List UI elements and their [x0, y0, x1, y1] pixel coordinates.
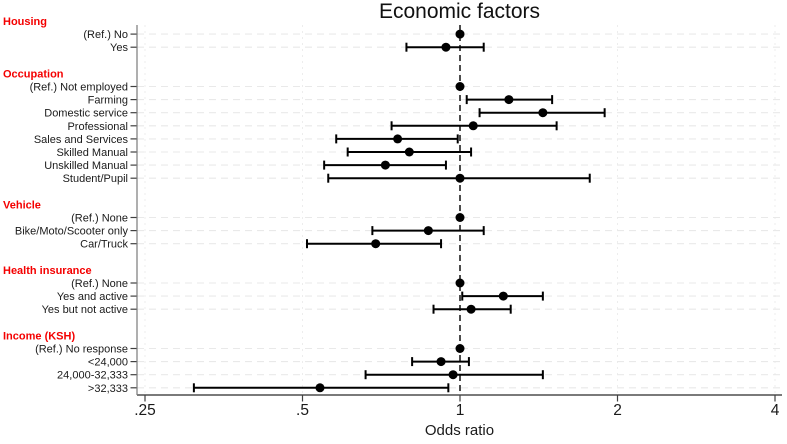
row-label: Domestic service [44, 108, 128, 120]
point-estimate [455, 213, 465, 222]
row-label: >32,333 [88, 383, 128, 395]
point-estimate [498, 291, 508, 301]
point-estimate [423, 226, 433, 236]
category-label: Vehicle [3, 199, 41, 211]
point-estimate [504, 95, 514, 105]
point-estimate [455, 278, 465, 288]
chart-title: Economic factors [378, 0, 541, 23]
x-tick-label: 2 [613, 402, 622, 419]
point-estimate [466, 304, 476, 314]
category-label: Housing [3, 16, 47, 28]
point-estimate [448, 370, 458, 380]
point-estimate [393, 134, 403, 144]
row-label: Bike/Moto/Scooter only [15, 226, 129, 238]
point-estimate [538, 108, 548, 118]
point-estimate [455, 173, 465, 183]
point-estimate [441, 42, 451, 52]
row-label: <24,000 [88, 357, 128, 369]
category-label: Income (KSH) [3, 330, 75, 342]
row-label: Yes but not active [42, 304, 128, 316]
row-label: Yes [110, 42, 128, 54]
row-label: (Ref.) No response [35, 344, 128, 356]
x-axis-title: Odds ratio [425, 422, 494, 439]
row-label: (Ref.) None [71, 278, 128, 290]
category-label: Health insurance [3, 265, 92, 277]
row-label: Unskilled Manual [44, 160, 128, 172]
row-label: (Ref.) Not employed [30, 82, 128, 94]
row-label: Student/Pupil [63, 173, 128, 185]
point-estimate [380, 160, 390, 170]
point-estimate [436, 357, 446, 367]
row-label: (Ref.) No [83, 29, 128, 41]
point-estimate [455, 29, 465, 39]
row-label: Professional [67, 121, 128, 133]
category-label: Occupation [3, 68, 64, 80]
x-tick-label: .5 [296, 402, 309, 419]
row-label: Car/Truck [80, 239, 128, 251]
x-tick-label: .25 [134, 402, 156, 419]
point-estimate [371, 239, 381, 249]
row-label: Sales and Services [34, 134, 129, 146]
x-tick-label: 1 [456, 402, 465, 419]
point-estimate [315, 383, 325, 393]
row-label: Yes and active [57, 291, 128, 303]
point-estimate [404, 147, 414, 157]
row-label: (Ref.) None [71, 213, 128, 225]
point-estimate [455, 82, 465, 91]
row-label: Skilled Manual [56, 147, 128, 159]
row-label: 24,000-32,333 [57, 370, 128, 382]
row-label: Farming [88, 95, 128, 107]
point-estimate [468, 121, 478, 131]
x-tick-label: 4 [771, 402, 780, 419]
point-estimate [455, 344, 465, 353]
